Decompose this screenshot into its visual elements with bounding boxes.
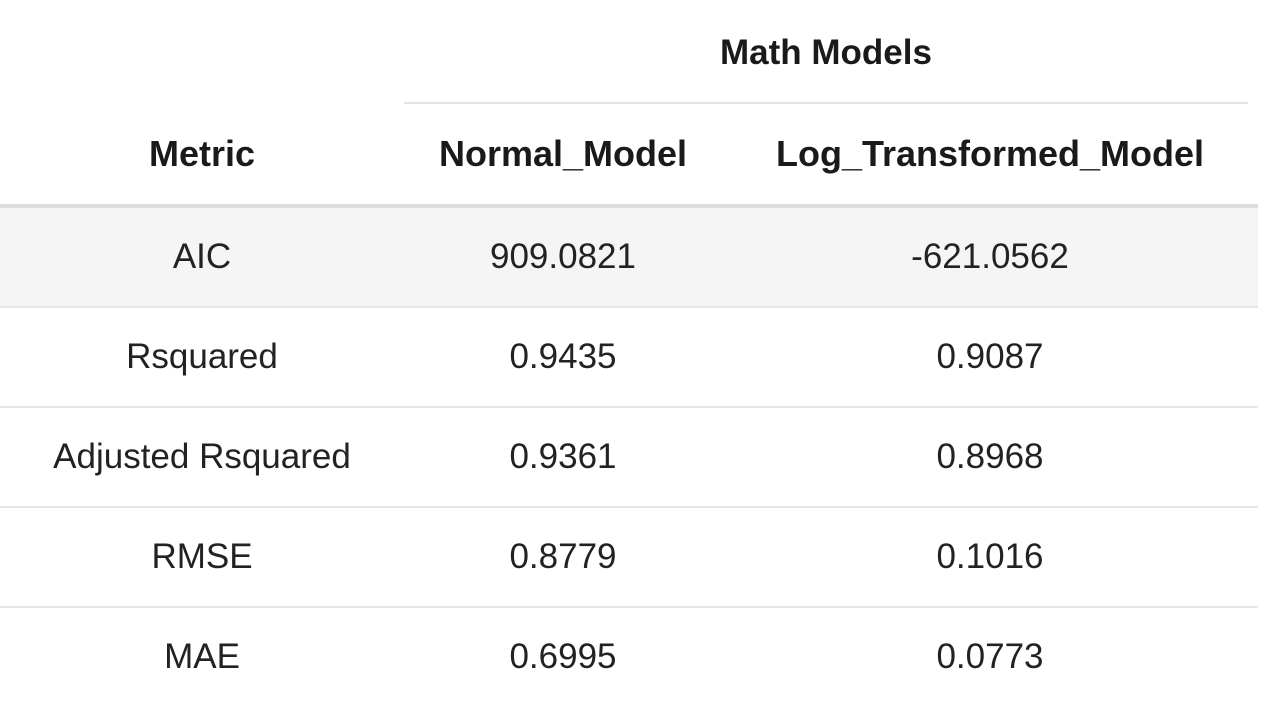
metric-cell: AIC <box>172 237 232 276</box>
table-row: Rsquared 0.9435 0.9087 <box>0 308 1258 408</box>
metric-cell: RMSE <box>151 537 253 576</box>
normal-model-cell: 0.9435 <box>509 337 617 376</box>
normal-model-cell: 0.6995 <box>509 637 617 676</box>
log-model-cell: 0.1016 <box>936 537 1044 576</box>
metric-cell: MAE <box>164 637 240 676</box>
log-model-cell: 0.9087 <box>936 337 1044 376</box>
table-row: AIC 909.0821 -621.0562 <box>0 208 1258 308</box>
table-row: MAE 0.6995 0.0773 <box>0 608 1258 706</box>
column-header-metric: Metric <box>148 133 256 174</box>
column-header-normal-model: Normal_Model <box>438 133 688 174</box>
column-spanner-row: Math Models <box>0 0 1258 104</box>
normal-model-cell: 0.8779 <box>509 537 617 576</box>
metric-cell: Rsquared <box>126 337 278 376</box>
column-spanner-math-models: Math Models <box>404 0 1248 104</box>
log-model-cell: 0.8968 <box>936 437 1044 476</box>
metric-cell: Adjusted Rsquared <box>53 437 351 476</box>
normal-model-cell: 0.9361 <box>509 437 617 476</box>
table-header-row: Metric Normal_Model Log_Transformed_Mode… <box>0 104 1258 208</box>
log-model-cell: -621.0562 <box>911 237 1069 276</box>
table-row: Adjusted Rsquared 0.9361 0.8968 <box>0 408 1258 508</box>
log-model-cell: 0.0773 <box>936 637 1044 676</box>
table-row: RMSE 0.8779 0.1016 <box>0 508 1258 608</box>
normal-model-cell: 909.0821 <box>490 237 636 276</box>
column-header-log-transformed-model: Log_Transformed_Model <box>775 133 1205 174</box>
metrics-table: Math Models Metric Normal_Model Log_Tran… <box>0 0 1258 706</box>
